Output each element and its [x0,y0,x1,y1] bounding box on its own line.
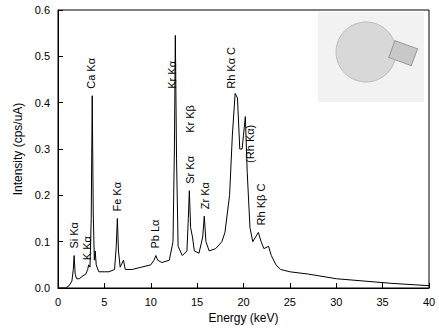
svg-text:10: 10 [145,296,157,308]
svg-text:Energy (keV): Energy (keV) [208,311,278,325]
svg-text:Pb Lα: Pb Lα [149,219,161,249]
svg-text:35: 35 [377,296,389,308]
svg-text:Kr Kβ: Kr Kβ [184,105,196,133]
svg-text:Rh Kα C: Rh Kα C [225,47,237,89]
svg-text:0: 0 [55,296,61,308]
svg-text:0.0: 0.0 [35,282,50,294]
svg-text:Ca Kα: Ca Kα [85,57,97,88]
svg-text:Intensity (cps/uA): Intensity (cps/uA) [11,103,25,196]
svg-text:0.2: 0.2 [35,189,50,201]
svg-text:K Kα: K Kα [81,235,93,260]
svg-text:0.5: 0.5 [35,50,50,62]
svg-text:0.6: 0.6 [35,4,50,16]
svg-text:(Rh Kα): (Rh Kα) [244,125,256,163]
svg-text:25: 25 [284,296,296,308]
svg-text:40: 40 [423,296,435,308]
svg-text:0.1: 0.1 [35,236,50,248]
svg-text:5: 5 [101,296,107,308]
svg-text:Rh Kβ C: Rh Kβ C [255,184,267,226]
svg-text:20: 20 [237,296,249,308]
svg-text:Kr Kα: Kr Kα [166,60,178,88]
svg-text:Si Kα: Si Kα [68,221,80,248]
svg-text:Fe Kα: Fe Kα [111,181,123,211]
svg-text:15: 15 [191,296,203,308]
svg-text:Zr Kα: Zr Kα [199,181,211,209]
svg-text:0.4: 0.4 [35,97,50,109]
svg-text:30: 30 [330,296,342,308]
svg-text:0.3: 0.3 [35,143,50,155]
svg-text:Sr Kα: Sr Kα [184,155,196,183]
